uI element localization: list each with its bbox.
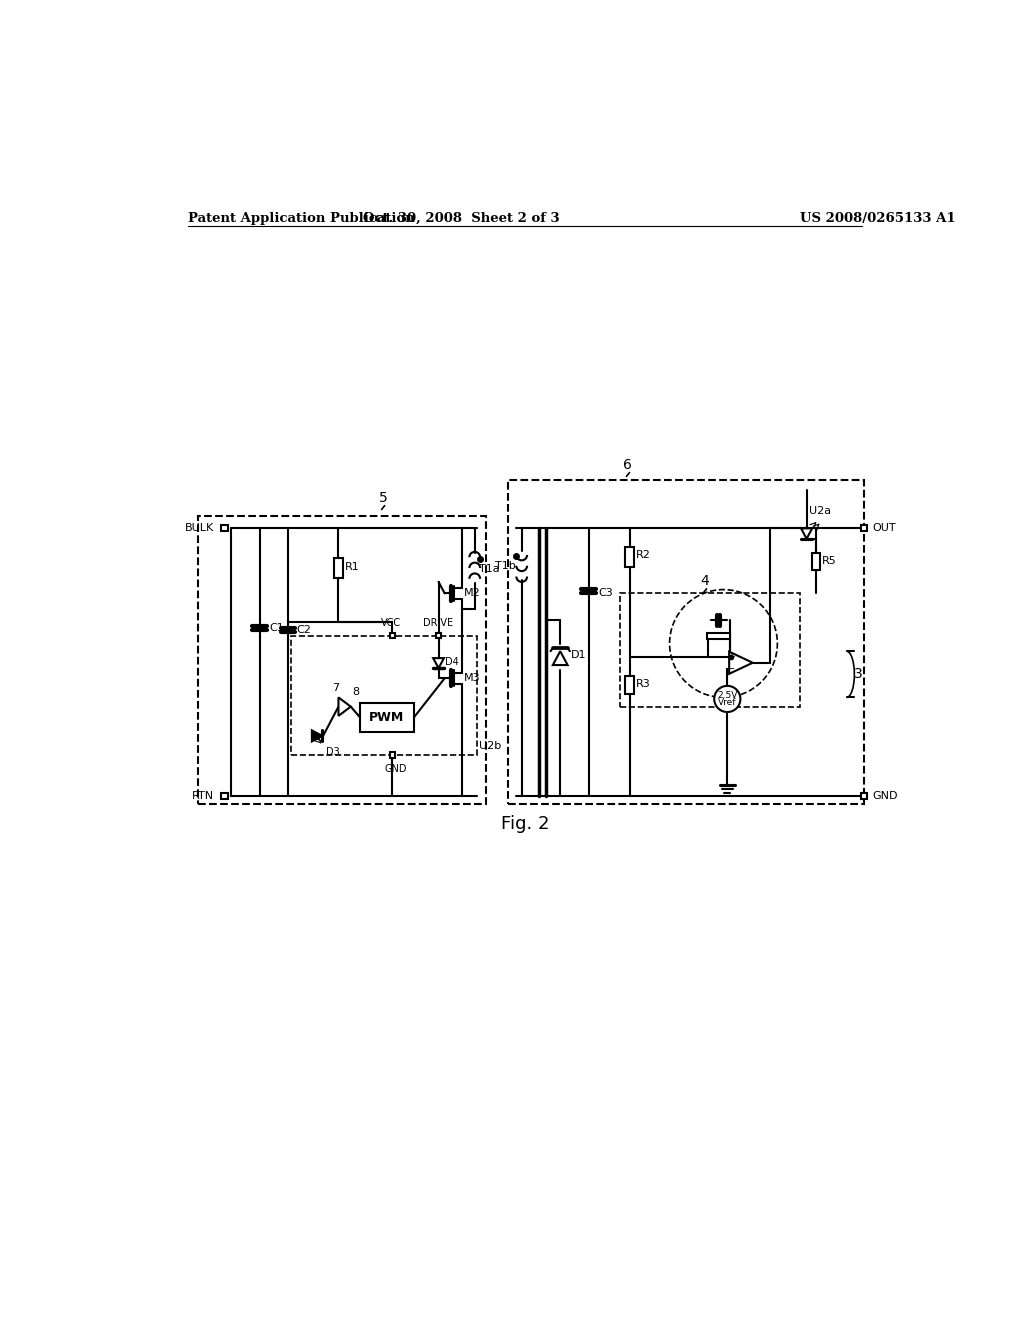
Circle shape — [714, 686, 740, 711]
Text: 5: 5 — [379, 491, 387, 506]
Text: US 2008/0265133 A1: US 2008/0265133 A1 — [801, 213, 956, 224]
Polygon shape — [433, 659, 444, 668]
Bar — [334, 558, 343, 578]
Text: BULK: BULK — [184, 523, 214, 533]
Text: 4: 4 — [700, 574, 709, 589]
Bar — [221, 793, 227, 799]
Text: DRIVE: DRIVE — [424, 618, 454, 628]
Text: D3: D3 — [326, 747, 340, 756]
Bar — [626, 548, 634, 568]
Text: −: − — [727, 664, 735, 675]
Bar — [620, 594, 801, 706]
Bar — [812, 553, 820, 570]
Text: U2b: U2b — [479, 742, 502, 751]
Bar — [390, 752, 395, 758]
Text: GND: GND — [384, 764, 407, 775]
Text: Vref: Vref — [718, 698, 736, 708]
Bar — [360, 702, 414, 733]
Text: R5: R5 — [822, 556, 837, 566]
Text: Fig. 2: Fig. 2 — [501, 816, 549, 833]
Polygon shape — [339, 697, 351, 715]
Text: VCC: VCC — [381, 618, 400, 628]
Text: C2: C2 — [296, 624, 311, 635]
Text: U2a: U2a — [809, 507, 831, 516]
Bar — [860, 793, 866, 799]
Text: 2.5V: 2.5V — [717, 690, 737, 700]
Text: C1: C1 — [269, 623, 284, 634]
Polygon shape — [729, 652, 753, 673]
Text: +: + — [727, 652, 735, 661]
Text: 3: 3 — [854, 668, 863, 681]
Bar — [626, 676, 634, 694]
Bar — [221, 525, 227, 531]
Text: 8: 8 — [352, 686, 359, 697]
Text: OUT: OUT — [872, 523, 896, 533]
Text: C3: C3 — [598, 587, 612, 598]
Bar — [199, 516, 486, 804]
Text: 7: 7 — [332, 682, 339, 693]
Text: 6: 6 — [624, 458, 632, 471]
Text: D1: D1 — [571, 649, 587, 660]
Text: R3: R3 — [636, 678, 650, 689]
Text: R2: R2 — [636, 550, 650, 560]
Text: D4: D4 — [445, 657, 459, 667]
Polygon shape — [312, 730, 323, 742]
Text: M3: M3 — [464, 673, 480, 684]
Text: RTN: RTN — [191, 791, 214, 801]
Polygon shape — [801, 528, 812, 539]
Bar — [390, 634, 395, 639]
Bar — [291, 636, 477, 755]
Polygon shape — [553, 651, 567, 665]
Bar — [436, 634, 441, 639]
Text: T1a: T1a — [478, 564, 500, 574]
Bar — [860, 525, 866, 531]
Text: T1b: T1b — [495, 561, 515, 570]
Bar — [708, 632, 730, 639]
Text: Oct. 30, 2008  Sheet 2 of 3: Oct. 30, 2008 Sheet 2 of 3 — [364, 213, 560, 224]
Text: GND: GND — [872, 791, 898, 801]
Text: M2: M2 — [464, 589, 480, 598]
Bar — [508, 480, 863, 804]
Text: R1: R1 — [345, 561, 359, 572]
Text: Patent Application Publication: Patent Application Publication — [188, 213, 415, 224]
Text: PWM: PWM — [370, 711, 404, 723]
